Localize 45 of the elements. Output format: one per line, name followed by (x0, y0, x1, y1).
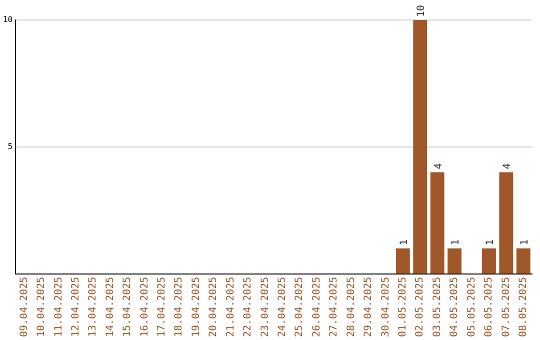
x-tick-label: 11.04.2025 (53, 276, 64, 338)
x-tick-label: 01.05.2025 (398, 276, 408, 338)
x-tick-label: 07.05.2025 (500, 276, 512, 338)
x-tick-label: 19.04.2025 (190, 276, 202, 338)
x-tick-label: 20.04.2025 (208, 276, 220, 338)
x-tick-label: 25.04.2025 (294, 276, 306, 338)
bar (413, 20, 428, 274)
bar (396, 248, 410, 274)
data-label: 1 (450, 239, 462, 246)
data-label: 4 (433, 163, 444, 170)
bar (499, 172, 514, 274)
bar (430, 172, 444, 274)
x-tick-label: 23.04.2025 (260, 276, 271, 338)
x-tick-label: 06.05.2025 (484, 276, 495, 338)
x-tick-label: 08.05.2025 (518, 276, 529, 338)
bar (448, 248, 462, 274)
data-label: 1 (519, 239, 530, 246)
x-tick-label: 03.05.2025 (432, 276, 443, 338)
x-tick-label: 24.04.2025 (277, 276, 288, 338)
x-tick-label: 13.04.2025 (88, 276, 99, 338)
x-tick-label: 15.04.2025 (122, 276, 134, 338)
x-tick-label: 18.04.2025 (174, 276, 185, 338)
x-tick-label: 10.04.2025 (36, 276, 48, 338)
x-tick-label: 22.04.2025 (242, 276, 254, 338)
x-tick-label: 26.04.2025 (311, 276, 322, 338)
data-label: 1 (484, 239, 496, 246)
data-label: 4 (502, 163, 514, 170)
x-tick-label: 28.04.2025 (346, 276, 357, 338)
x-tick-label: 12.04.2025 (70, 276, 82, 338)
x-tick-label: 14.04.2025 (104, 276, 116, 338)
x-tick-label: 29.04.2025 (363, 276, 374, 338)
x-tick-label: 27.04.2025 (328, 276, 340, 338)
x-tick-label: 05.05.2025 (466, 276, 478, 338)
bar (482, 248, 496, 274)
data-label: 10 (416, 4, 428, 17)
x-tick-label: 09.04.2025 (18, 276, 30, 338)
y-tick-label: 5 (8, 142, 13, 151)
x-tick-label: 30.04.2025 (380, 276, 392, 338)
x-tick-label: 04.05.2025 (449, 276, 460, 338)
bar (516, 248, 530, 274)
x-tick-label: 17.04.2025 (156, 276, 168, 338)
x-tick-label: 16.04.2025 (139, 276, 150, 338)
x-tick-label: 21.04.2025 (225, 276, 236, 338)
x-tick-label: 02.05.2025 (414, 276, 426, 338)
data-label: 1 (398, 239, 410, 246)
